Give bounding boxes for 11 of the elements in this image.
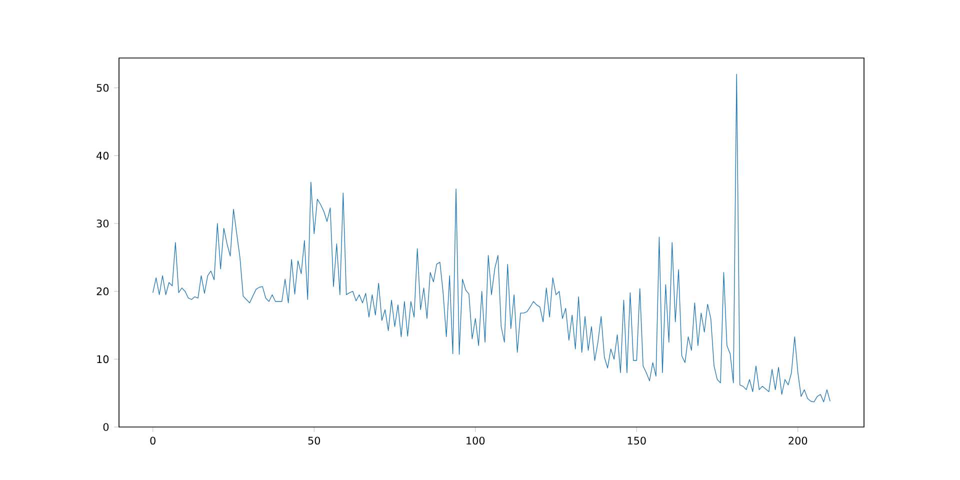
x-tick-label: 0 <box>150 436 156 445</box>
y-tick-label: 10 <box>97 355 109 364</box>
x-tick-label: 100 <box>466 436 485 445</box>
x-tick-label: 200 <box>788 436 808 445</box>
y-tick-label: 50 <box>96 84 109 92</box>
y-tick-label: 20 <box>96 287 109 296</box>
x-tick-label: 150 <box>628 436 646 445</box>
y-tick-label: 30 <box>96 220 109 228</box>
y-tick-label: 0 <box>103 423 109 431</box>
y-tick-label: 40 <box>96 152 109 160</box>
x-tick-label: 50 <box>308 436 320 445</box>
